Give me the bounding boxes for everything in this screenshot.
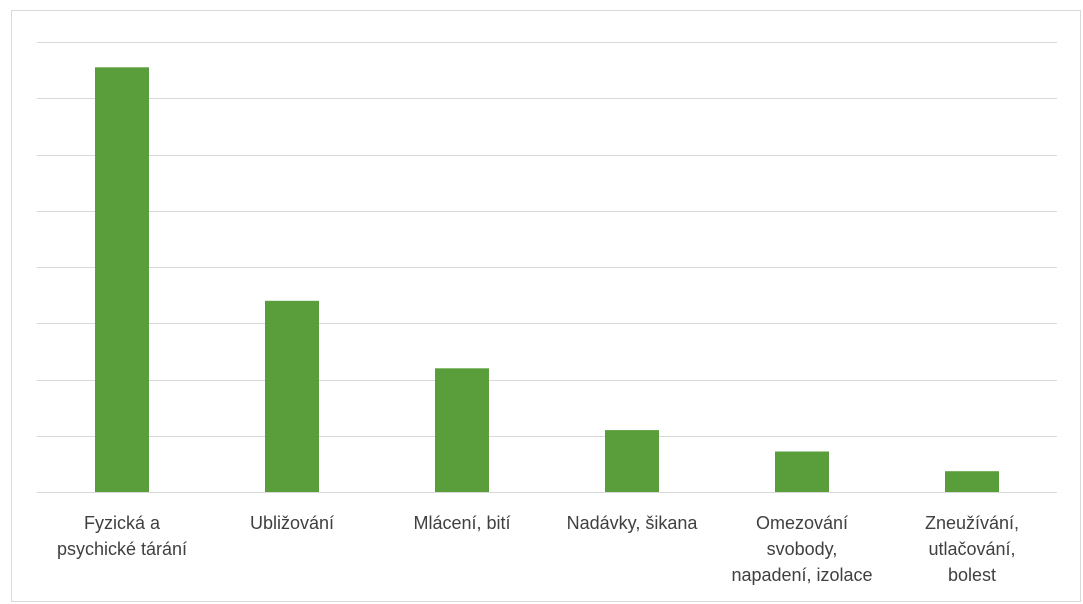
category-label-line: Mlácení, bití (413, 513, 510, 533)
category-label-line: Omezování (756, 513, 848, 533)
bar (435, 368, 489, 493)
bars (95, 67, 999, 493)
bar (605, 430, 659, 492)
category-label-line: svobody, (767, 539, 838, 559)
category-label-line: Nadávky, šikana (567, 513, 699, 533)
chart-frame: Fyzická a psychické tárání Ubližování Mláce… (11, 10, 1081, 602)
category-label-line: napadení, izolace (731, 565, 872, 585)
bar (945, 471, 999, 492)
category-label: Ubližování (250, 513, 334, 533)
bar (265, 300, 319, 493)
category-label-line: Zneužívání, (925, 513, 1019, 533)
category-label-line: utlačování, (928, 539, 1015, 559)
bar (775, 451, 829, 492)
category-label: Mlácení, bití (413, 513, 510, 533)
category-label-line: bolest (948, 565, 996, 585)
bar (95, 67, 149, 493)
category-label-line: Fyzická a (84, 513, 161, 533)
category-label-line: psychické tárání (57, 539, 187, 559)
gridlines (37, 42, 1057, 437)
category-label: Omezování svobody, napadení, izolace (731, 513, 872, 585)
category-labels: Fyzická a psychické tárání Ubližování Mláce… (57, 513, 1019, 585)
category-label-line: Ubližování (250, 513, 334, 533)
category-label: Nadávky, šikana (567, 513, 699, 533)
bar-chart: Fyzická a psychické tárání Ubližování Mláce… (37, 42, 1057, 585)
category-label: Zneužívání, utlačování, bolest (925, 513, 1019, 585)
category-label: Fyzická a psychické tárání (57, 513, 187, 559)
